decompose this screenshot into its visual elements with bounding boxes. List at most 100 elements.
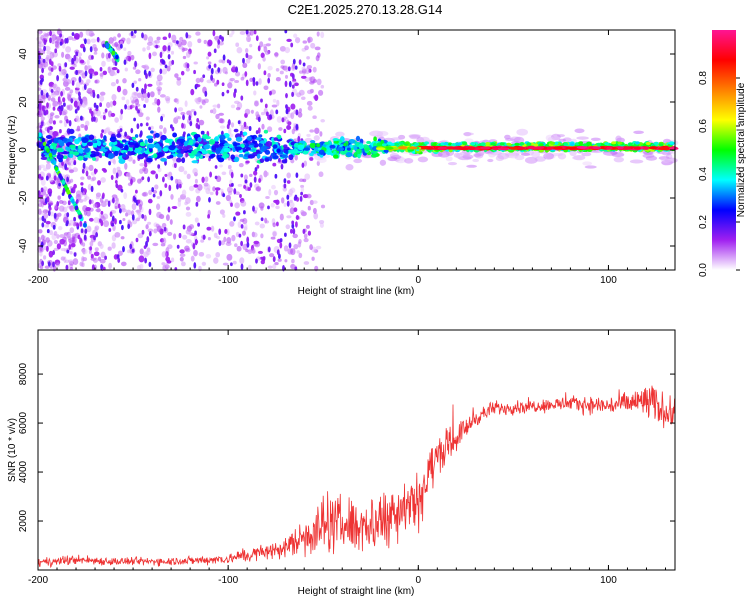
spectrogram-cell bbox=[264, 149, 271, 155]
spectrogram-cell bbox=[290, 228, 293, 234]
spectrogram-cell bbox=[576, 146, 587, 149]
spectrogram-x-label: Height of straight line (km) bbox=[298, 286, 415, 297]
spectrogram-cell bbox=[66, 93, 72, 101]
spectrogram-cell bbox=[404, 141, 410, 145]
spectrogram-cell bbox=[195, 201, 199, 207]
spectrogram-cell bbox=[267, 77, 271, 84]
spectrogram-cell bbox=[92, 203, 98, 209]
spectrogram-cell bbox=[272, 256, 276, 263]
spectrogram-cell bbox=[40, 187, 44, 193]
spectrogram-cell bbox=[303, 233, 308, 239]
spectrogram-cell bbox=[108, 37, 114, 44]
spectrogram-cell bbox=[101, 52, 105, 59]
spectrogram-cell bbox=[289, 201, 295, 208]
spectrogram-cell bbox=[246, 241, 250, 248]
spectrogram-cell bbox=[80, 228, 84, 233]
spectrogram-cell bbox=[120, 236, 125, 240]
spectrogram-cell bbox=[110, 174, 114, 180]
spectrogram-cell bbox=[273, 137, 279, 141]
spectrogram-cell bbox=[83, 234, 87, 241]
spectrogram-cell bbox=[129, 105, 133, 110]
spectrogram-cell bbox=[84, 228, 88, 234]
spectrogram-cell bbox=[208, 138, 216, 145]
spectrogram-cell bbox=[300, 186, 305, 193]
spectrogram-cell bbox=[67, 259, 74, 263]
spectrogram-cell bbox=[228, 33, 233, 38]
spectrogram-cell bbox=[283, 178, 287, 184]
spectrogram-cell bbox=[160, 134, 167, 141]
spectrogram-cell bbox=[249, 43, 253, 48]
spectrogram-cell bbox=[195, 122, 199, 129]
spectrogram-cell bbox=[531, 151, 541, 158]
spectrogram-cell bbox=[246, 236, 250, 244]
spectrogram-cell bbox=[394, 142, 400, 146]
spectrogram-cell bbox=[227, 137, 232, 142]
spectrogram-cell bbox=[111, 94, 117, 101]
spectrogram-cell bbox=[267, 205, 270, 210]
spectrogram-cell bbox=[218, 240, 222, 247]
spectrogram-cell bbox=[302, 228, 306, 235]
spectrogram-cell bbox=[40, 179, 46, 186]
spectrogram-cell bbox=[68, 166, 72, 170]
spectrogram-cell bbox=[221, 36, 225, 42]
spectrogram-cell bbox=[309, 80, 315, 85]
spectrogram-cell bbox=[111, 215, 115, 222]
spectrogram-cell bbox=[56, 86, 61, 93]
spectrogram-cell bbox=[276, 99, 280, 107]
spectrogram-cell bbox=[120, 149, 128, 154]
spectrogram-cell bbox=[178, 166, 185, 173]
spectrogram-cell bbox=[53, 137, 59, 144]
spectrogram-cell bbox=[72, 167, 79, 173]
spectrogram-cell bbox=[279, 238, 283, 243]
spectrogram-axes: -200 -100 0 100 40 20 0 -20 -40 bbox=[18, 30, 675, 286]
spectrogram-cell bbox=[156, 203, 161, 211]
spectrogram-cell bbox=[48, 191, 52, 197]
spectrogram-cell bbox=[171, 34, 177, 42]
spectrogram-cell bbox=[634, 141, 640, 145]
spectrogram-cell bbox=[80, 176, 85, 180]
spectrogram-cell bbox=[52, 144, 57, 150]
spectrogram-cell bbox=[514, 142, 520, 146]
spectrogram-cell bbox=[185, 206, 191, 211]
spectrogram-cell bbox=[114, 231, 121, 238]
colorbar-tick-label: 0.0 bbox=[698, 263, 709, 277]
spectrogram-cell bbox=[414, 142, 420, 146]
spectrogram-cell bbox=[259, 140, 266, 144]
spectrogram-cell bbox=[40, 176, 44, 181]
spectrogram-cell bbox=[40, 34, 45, 41]
spectrogram-cell bbox=[181, 189, 187, 197]
spectrogram-cell bbox=[286, 200, 290, 207]
spectrogram-cell bbox=[217, 67, 221, 73]
spectrogram-cell bbox=[303, 147, 311, 151]
spectrogram-cell bbox=[306, 133, 311, 137]
spectrogram-cell bbox=[508, 146, 519, 150]
spectrogram-cell bbox=[261, 123, 265, 130]
spectrogram-cell bbox=[578, 141, 584, 145]
spectrogram-cell bbox=[235, 107, 241, 111]
spectrogram-cell bbox=[219, 209, 225, 215]
spectrogram-cell bbox=[45, 175, 49, 181]
spectrogram-cell bbox=[227, 164, 232, 170]
spectrogram-cell bbox=[169, 154, 174, 159]
spectrogram-cell bbox=[162, 147, 169, 152]
spectrogram-cell bbox=[110, 81, 116, 87]
spectrogram-cell bbox=[56, 147, 63, 153]
spectrogram-cell bbox=[200, 239, 205, 243]
spectrogram-cell bbox=[192, 242, 196, 250]
spectrogram-cell bbox=[256, 153, 261, 159]
spectrogram-cell bbox=[134, 143, 140, 148]
spectrogram-cell bbox=[201, 176, 205, 183]
spectrogram-cell bbox=[240, 143, 245, 149]
spectrogram-cell bbox=[53, 231, 58, 236]
spectrogram-cell bbox=[74, 205, 79, 211]
spectrogram-cell bbox=[249, 77, 254, 83]
snr-y-tick-label: 8000 bbox=[18, 363, 29, 386]
spectrogram-cell bbox=[293, 207, 298, 213]
spectrogram-cell bbox=[60, 104, 64, 112]
spectrogram-cell bbox=[546, 146, 554, 150]
spectrogram-cell bbox=[100, 251, 106, 259]
spectrogram-cell bbox=[38, 202, 43, 208]
spectrogram-cell bbox=[565, 146, 577, 150]
spectrogram-cell bbox=[84, 120, 90, 127]
spectrogram-cell bbox=[312, 207, 317, 214]
